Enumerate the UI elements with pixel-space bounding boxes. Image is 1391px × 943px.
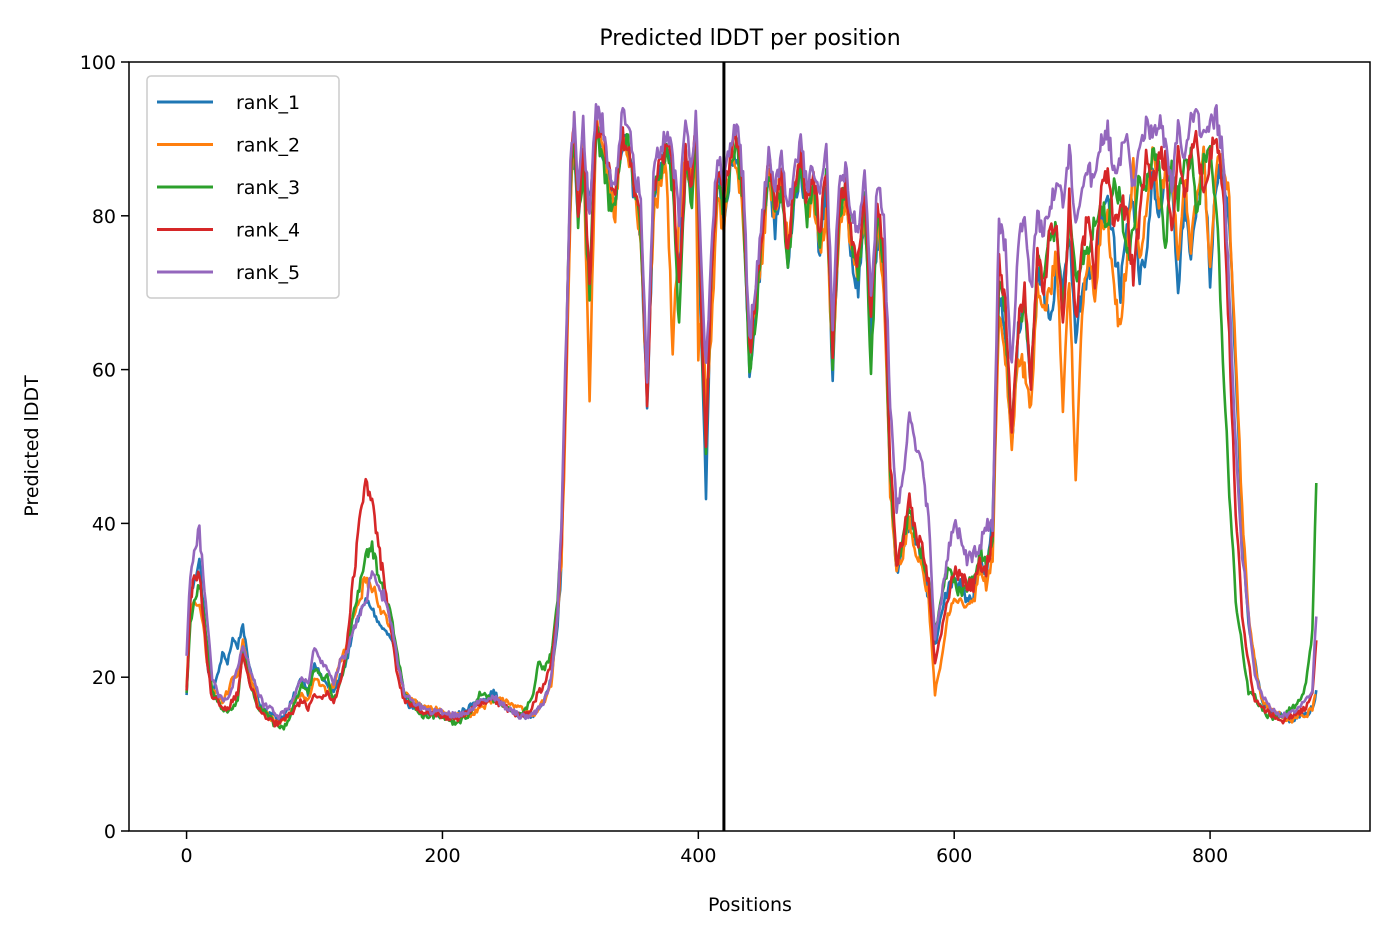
legend-label: rank_5	[236, 262, 300, 284]
legend-label: rank_1	[236, 92, 300, 114]
legend-label: rank_2	[236, 135, 300, 157]
legend-label: rank_4	[236, 220, 300, 242]
plot-frame	[128, 61, 1371, 832]
series-line-rank_3	[185, 125, 1318, 731]
x-tick-label: 600	[936, 845, 972, 867]
y-tick-label: 20	[92, 667, 116, 689]
legend-box	[146, 75, 340, 299]
plot-lines	[185, 103, 1318, 731]
legend-label: rank_3	[236, 177, 300, 199]
y-axis: 0 20 40 60 80 100	[80, 52, 129, 843]
x-tick-label: 800	[1192, 845, 1228, 867]
y-axis-label: Predicted lDDT	[21, 375, 43, 517]
legend: rank_1 rank_2 rank_3 rank_4 rank_5	[146, 75, 340, 299]
x-tick-label: 200	[424, 845, 460, 867]
chart-title: Predicted lDDT per position	[599, 26, 900, 51]
x-axis-label: Positions	[708, 894, 792, 916]
x-tick-label: 400	[680, 845, 716, 867]
x-axis: 0 200 400 600 800	[181, 831, 1228, 867]
series-line-rank_2	[185, 111, 1317, 726]
series-line-rank_4	[185, 113, 1318, 728]
y-tick-label: 0	[104, 821, 116, 843]
legend-items: rank_1 rank_2 rank_3 rank_4 rank_5	[157, 92, 300, 284]
series-line-rank_5	[185, 103, 1318, 720]
y-tick-label: 100	[80, 52, 116, 74]
y-tick-label: 40	[92, 513, 116, 535]
y-tick-label: 60	[92, 360, 116, 382]
y-tick-label: 80	[92, 206, 116, 228]
x-tick-label: 0	[181, 845, 193, 867]
